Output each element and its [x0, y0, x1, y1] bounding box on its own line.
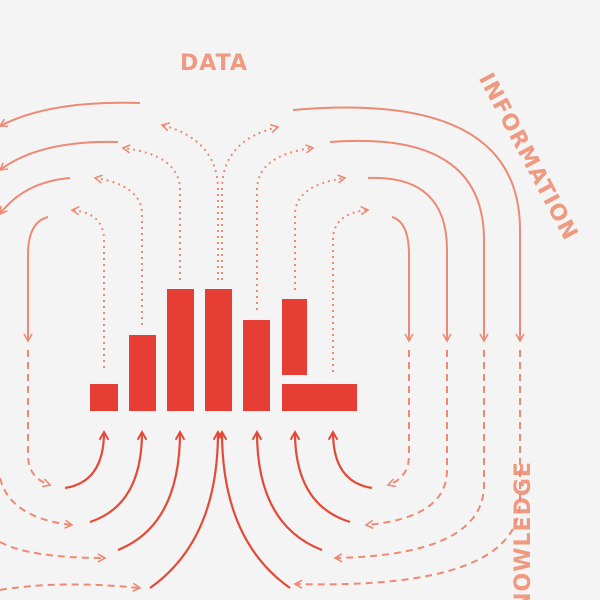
- dark-arrow: [327, 430, 373, 490]
- dark-arrow: [251, 430, 323, 552]
- dark-arrow: [117, 430, 186, 552]
- dark-arrow: [289, 430, 351, 524]
- label-data: DATA: [180, 51, 248, 76]
- label-knowledge: KNOWLEDGE: [511, 461, 536, 600]
- solid-loop: [0, 101, 141, 128]
- dashed-loop: [0, 582, 142, 593]
- solid-loop: [0, 177, 71, 216]
- dashed-loop: [0, 541, 107, 563]
- dotted-arrow: [70, 205, 105, 368]
- dotted-arrows: [70, 122, 370, 372]
- dark-arrow: [89, 430, 148, 524]
- dashed-loop: [386, 350, 410, 488]
- dotted-arrow: [160, 122, 219, 280]
- bar: [167, 289, 194, 411]
- bar: [129, 335, 156, 411]
- bar: [282, 299, 307, 375]
- dotted-arrow: [294, 174, 347, 290]
- dashed-loops-left: [0, 350, 142, 593]
- dotted-arrow: [221, 123, 280, 280]
- dashed-loop: [364, 350, 448, 530]
- dotted-arrow: [93, 174, 143, 325]
- dark-arrow: [149, 430, 224, 589]
- bar: [243, 320, 270, 411]
- dotted-arrow: [332, 205, 370, 372]
- bar: [205, 289, 232, 411]
- solid-loop: [329, 139, 489, 343]
- label-information: INFORMATION: [473, 69, 582, 245]
- solid-loops-right: [292, 106, 525, 343]
- dotted-arrow: [121, 144, 181, 280]
- solid-loop: [0, 140, 119, 171]
- bar: [282, 384, 357, 411]
- dashed-loop: [333, 350, 485, 563]
- dark-arrow: [64, 430, 110, 490]
- bar: [90, 384, 118, 411]
- dashed-loop: [27, 350, 52, 488]
- dashed-loop: [0, 477, 74, 529]
- dark-arrow: [216, 430, 291, 589]
- solid-loop: [367, 176, 452, 343]
- solid-loop: [292, 106, 525, 343]
- dark-arrows: [64, 430, 373, 589]
- solid-loop: [23, 216, 49, 343]
- solid-loops-left: [0, 101, 141, 343]
- solid-loop: [391, 216, 414, 343]
- bar-chart: [90, 289, 357, 411]
- dotted-arrow: [256, 144, 315, 310]
- dashed-loops-right: [293, 350, 521, 589]
